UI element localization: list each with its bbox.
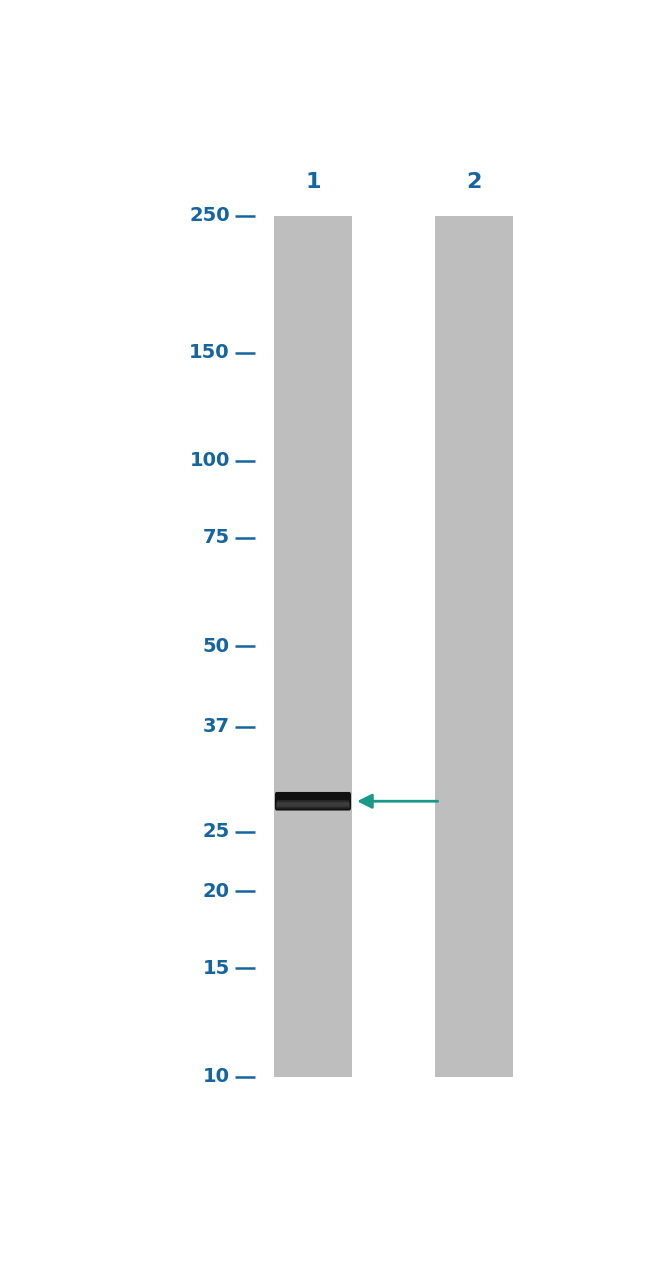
Text: 37: 37 xyxy=(203,718,230,737)
Bar xyxy=(274,216,352,1077)
Text: 100: 100 xyxy=(190,451,230,470)
FancyBboxPatch shape xyxy=(277,800,349,806)
Text: 250: 250 xyxy=(189,207,230,226)
Text: 10: 10 xyxy=(203,1067,230,1086)
Text: 2: 2 xyxy=(467,171,482,192)
Text: 20: 20 xyxy=(203,881,230,900)
Text: 75: 75 xyxy=(203,528,230,547)
Text: 25: 25 xyxy=(203,822,230,841)
Text: 150: 150 xyxy=(189,343,230,362)
Bar xyxy=(435,216,514,1077)
Text: 50: 50 xyxy=(203,636,230,655)
Text: 1: 1 xyxy=(306,171,320,192)
Text: 15: 15 xyxy=(203,959,230,978)
FancyBboxPatch shape xyxy=(275,792,351,810)
FancyBboxPatch shape xyxy=(276,803,350,809)
